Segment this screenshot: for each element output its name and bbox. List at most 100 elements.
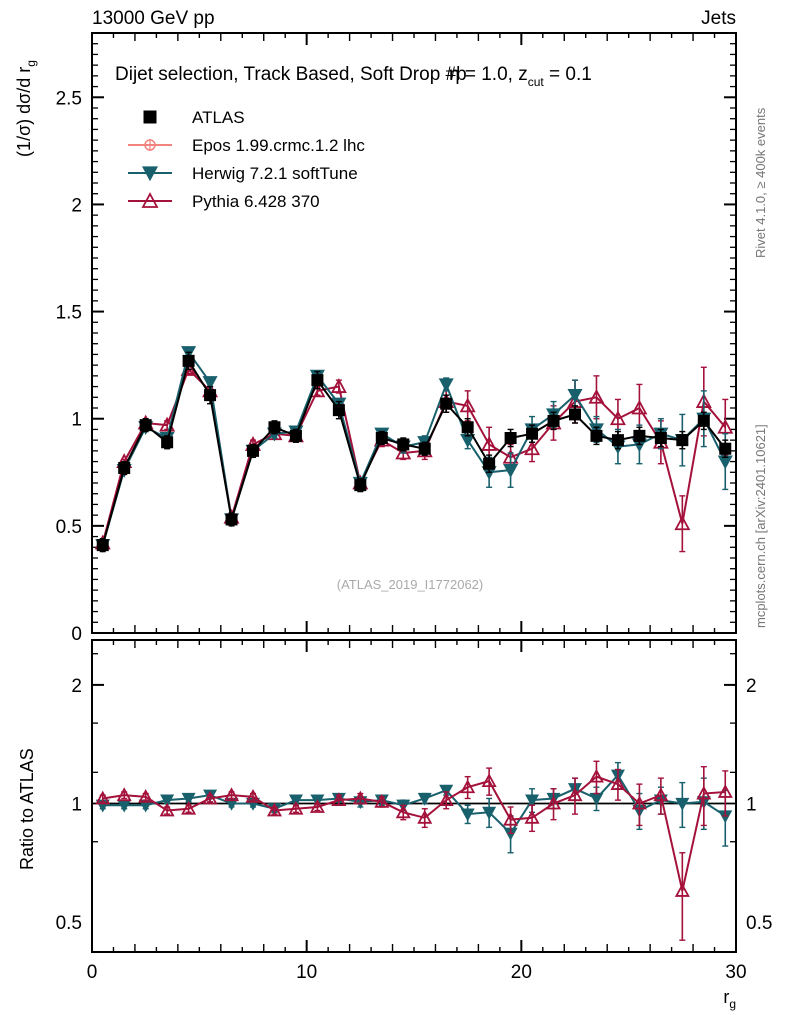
- marker-triangle-down: [460, 808, 475, 822]
- marker-square: [143, 110, 157, 124]
- ratio-ytick-label: 2: [71, 676, 82, 697]
- marker-square: [418, 442, 431, 455]
- legend-label: Pythia 6.428 370: [192, 192, 320, 211]
- marker-square: [461, 421, 474, 434]
- marker-triangle-down: [141, 166, 159, 182]
- marker-triangle-up: [717, 784, 733, 798]
- marker-square: [332, 404, 345, 417]
- marker-triangle-up: [374, 793, 390, 808]
- marker-square: [483, 457, 496, 470]
- marker-triangle-down: [181, 792, 196, 806]
- marker-square: [139, 419, 152, 432]
- side-text-mcplots: mcplots.cern.ch [arXiv:2401.10621]: [753, 424, 768, 628]
- marker-square: [289, 429, 302, 442]
- marker-square: [311, 374, 324, 387]
- main-ytick-label: 1.5: [56, 303, 82, 324]
- marker-triangle-up: [631, 795, 647, 810]
- marker-triangle-up: [138, 788, 154, 803]
- series-line: [102, 775, 726, 892]
- marker-triangle-up: [459, 397, 476, 413]
- legend-label: Herwig 7.2.1 softTune: [192, 164, 358, 183]
- marker-triangle-up: [266, 802, 282, 817]
- header-category: Jets: [701, 8, 736, 29]
- marker-square: [161, 436, 174, 449]
- marker-square: [96, 539, 109, 552]
- legend-label: ATLAS: [192, 108, 245, 127]
- main-ytick-label: 2.5: [56, 88, 82, 109]
- marker-triangle-up: [245, 788, 261, 803]
- plot-title-cuts: η = 1.0, zcut = 0.1: [449, 64, 592, 89]
- series-line: [101, 367, 727, 544]
- marker-triangle-up: [503, 811, 519, 826]
- xtick-label: 0: [87, 962, 98, 983]
- marker-triangle-down: [202, 376, 218, 391]
- ratio-ytick-label: 0.5: [56, 913, 82, 934]
- marker-square: [569, 408, 581, 421]
- marker-triangle-up: [352, 790, 368, 805]
- marker-triangle-up: [159, 802, 175, 817]
- marker-triangle-down: [439, 784, 454, 798]
- ratio-ytick-label-right: 1: [746, 795, 757, 816]
- marker-triangle-down: [525, 794, 540, 808]
- marker-square: [268, 421, 281, 434]
- marker-triangle-up: [567, 787, 583, 802]
- marker-triangle-up: [631, 399, 648, 415]
- marker-triangle-up: [717, 418, 734, 434]
- legend-entry-herwig: Herwig 7.2.1 softTune: [128, 164, 358, 183]
- legend-label: Epos 1.99.crmc.1.2 lhc: [192, 136, 365, 155]
- marker-triangle-up: [395, 444, 412, 460]
- marker-triangle-up: [116, 787, 132, 802]
- marker-triangle-up: [460, 779, 476, 794]
- y-axis-label: (1/σ) dσ/d rg: [14, 60, 38, 157]
- marker-triangle-up: [610, 776, 626, 791]
- marker-square: [611, 434, 624, 447]
- marker-triangle-up: [395, 804, 411, 819]
- marker-triangle-up: [438, 792, 454, 807]
- marker-triangle-up: [95, 790, 111, 805]
- marker-square: [247, 444, 259, 457]
- marker-square: [590, 429, 603, 442]
- marker-square: [547, 414, 560, 427]
- marker-triangle-up: [224, 787, 240, 802]
- marker-square: [697, 414, 710, 427]
- marker-triangle-up: [524, 440, 541, 456]
- xtick-label: 20: [511, 962, 532, 983]
- marker-triangle-down: [417, 792, 432, 806]
- side-text-rivet: Rivet 4.1.0, ≥ 400k events: [753, 107, 768, 258]
- marker-triangle-up: [309, 799, 325, 813]
- main-ytick-label: 1: [71, 410, 82, 431]
- marker-square: [633, 429, 646, 442]
- marker-triangle-up: [202, 790, 218, 805]
- marker-triangle-up: [481, 773, 497, 788]
- marker-square: [440, 397, 453, 410]
- x-axis-label: rg: [723, 987, 736, 1011]
- series-line: [101, 349, 727, 546]
- marker-triangle-up: [331, 792, 347, 807]
- ratio-ytick-label-right: 0.5: [746, 913, 772, 934]
- marker-square: [654, 432, 667, 444]
- marker-square: [719, 442, 732, 455]
- series-line: [101, 358, 727, 546]
- marker-triangle-down: [567, 389, 583, 403]
- marker-triangle-up: [417, 809, 433, 824]
- main-ytick-label: 0: [71, 624, 82, 645]
- main-series-herwig: [95, 346, 733, 553]
- marker-square: [204, 389, 217, 402]
- xtick-label: 10: [296, 962, 317, 983]
- marker-triangle-up: [524, 809, 540, 824]
- marker-triangle-down: [675, 797, 690, 811]
- watermark: (ATLAS_2019_I1772062): [337, 577, 483, 592]
- marker-triangle-up: [588, 388, 605, 404]
- main-series-atlas: [96, 351, 732, 553]
- main-ytick-label: 0.5: [56, 517, 82, 538]
- marker-square: [526, 427, 539, 440]
- marker-triangle-up: [141, 192, 159, 208]
- marker-triangle-up: [288, 800, 304, 815]
- marker-square: [225, 513, 238, 526]
- marker-triangle-down: [160, 794, 175, 808]
- ratio-y-axis-label: Ratio to ATLAS: [17, 748, 37, 870]
- marker-triangle-up: [546, 795, 562, 810]
- legend-entry-pythia: Pythia 6.428 370: [128, 192, 320, 211]
- marker-triangle-down: [438, 378, 454, 393]
